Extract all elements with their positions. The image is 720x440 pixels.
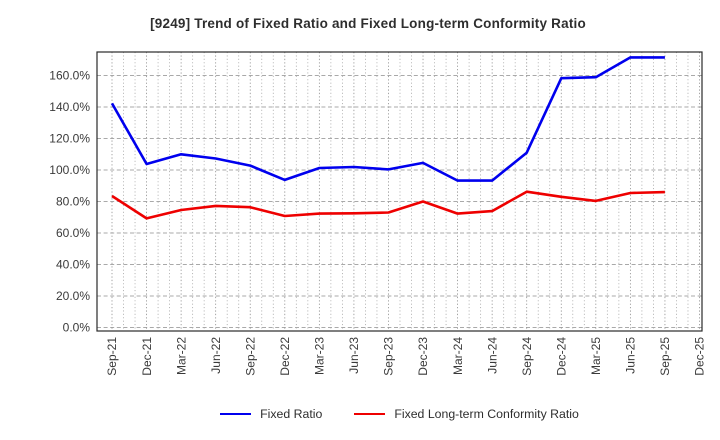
- x-tick-label: Jun-24: [485, 337, 499, 374]
- legend-item-fixed-long-term-conformity-ratio: Fixed Long-term Conformity Ratio: [354, 407, 579, 421]
- x-tick-label: Sep-21: [105, 337, 119, 376]
- x-tick-label: Dec-23: [416, 337, 430, 376]
- legend-label: Fixed Ratio: [260, 407, 323, 421]
- series-line-fixed-ratio: [110, 56, 665, 182]
- x-tick-label: Sep-22: [243, 337, 257, 376]
- x-tick-label: Dec-25: [693, 337, 707, 376]
- series-line-fixed-long-term-conformity-ratio: [111, 190, 665, 220]
- legend-item-fixed-ratio: Fixed Ratio: [220, 407, 322, 421]
- y-tick-label: 80.0%: [56, 195, 90, 209]
- x-tick-label: Mar-22: [174, 337, 188, 375]
- y-tick-label: 160.0%: [49, 69, 90, 83]
- axes-frame: [96, 51, 703, 332]
- chart-title: [9249] Trend of Fixed Ratio and Fixed Lo…: [150, 16, 586, 31]
- legend-line-swatch-red: [354, 412, 386, 416]
- legend-line-swatch-blue: [220, 412, 252, 416]
- x-tick-label: Mar-24: [451, 337, 465, 375]
- y-tick-label: 140.0%: [49, 100, 90, 114]
- y-tick-label: 20.0%: [56, 289, 90, 303]
- x-tick-label: Sep-25: [658, 337, 672, 376]
- legend-label: Fixed Long-term Conformity Ratio: [394, 407, 579, 421]
- y-tick-label: 60.0%: [56, 226, 90, 240]
- x-tick-label: Sep-24: [520, 337, 534, 376]
- x-tick-label: Mar-25: [589, 337, 603, 375]
- x-tick-label: Mar-23: [313, 337, 327, 375]
- x-tick-label: Dec-21: [140, 337, 154, 376]
- x-tick-label: Jun-25: [624, 337, 638, 374]
- y-tick-label: 40.0%: [56, 258, 90, 272]
- x-tick-label: Jun-23: [347, 337, 361, 374]
- x-tick-label: Sep-23: [382, 337, 396, 376]
- y-tick-label: 120.0%: [49, 132, 90, 146]
- y-tick-label: 100.0%: [49, 163, 90, 177]
- y-tick-label: 0.0%: [63, 321, 91, 335]
- chart-legend: Fixed Ratio Fixed Long-term Conformity R…: [97, 403, 702, 425]
- x-tick-label: Dec-24: [555, 337, 569, 376]
- x-tick-label: Jun-22: [209, 337, 223, 374]
- x-tick-label: Dec-22: [278, 337, 292, 376]
